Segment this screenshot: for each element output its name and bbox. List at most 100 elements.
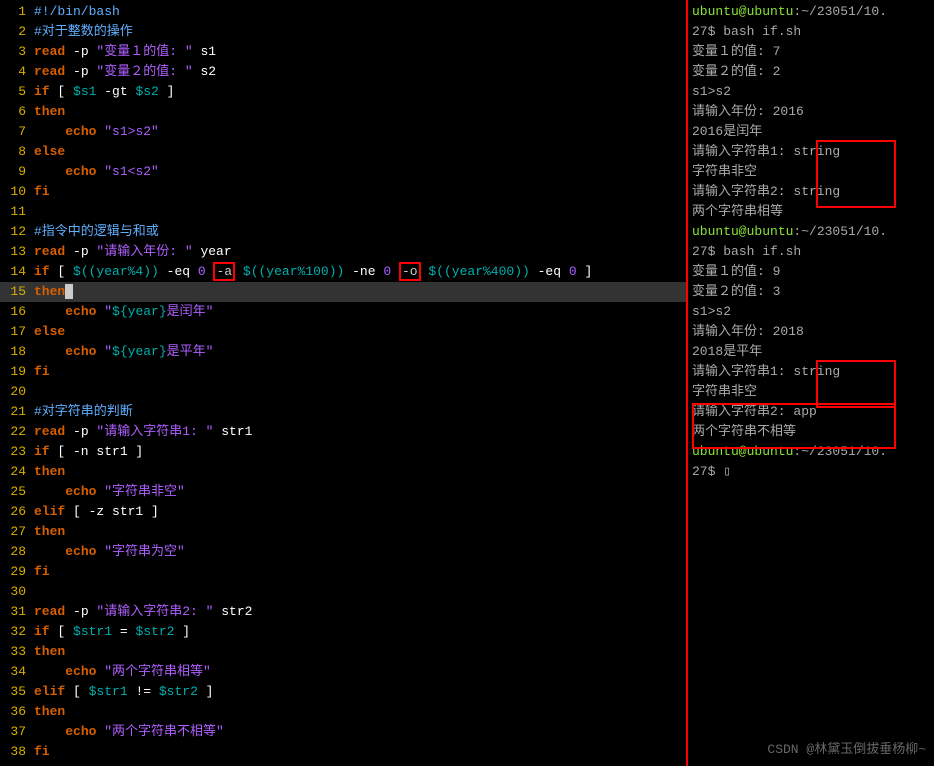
- code-line[interactable]: 20: [0, 382, 686, 402]
- terminal-line: ubuntu@ubuntu:~/23051/10.: [692, 442, 930, 462]
- code-content[interactable]: fi: [34, 362, 686, 382]
- code-line[interactable]: 28 echo "字符串为空": [0, 542, 686, 562]
- code-line[interactable]: 31read -p "请输入字符串2: " str2: [0, 602, 686, 622]
- code-line[interactable]: 36then: [0, 702, 686, 722]
- code-content[interactable]: [34, 202, 686, 222]
- line-number: 24: [0, 462, 34, 482]
- code-content[interactable]: echo "${year}是平年": [34, 342, 686, 362]
- code-content[interactable]: else: [34, 322, 686, 342]
- code-line[interactable]: 14if [ $((year%4)) -eq 0 -a $((year%100)…: [0, 262, 686, 282]
- code-content[interactable]: #!/bin/bash: [34, 2, 686, 22]
- code-line[interactable]: 25 echo "字符串非空": [0, 482, 686, 502]
- highlight-box: -o: [399, 262, 421, 281]
- code-line[interactable]: 37 echo "两个字符串不相等": [0, 722, 686, 742]
- code-line[interactable]: 21#对字符串的判断: [0, 402, 686, 422]
- code-content[interactable]: echo "s1>s2": [34, 122, 686, 142]
- code-line[interactable]: 34 echo "两个字符串相等": [0, 662, 686, 682]
- terminal-pane[interactable]: ubuntu@ubuntu:~/23051/10.27$ bash if.sh变…: [688, 0, 934, 766]
- code-content[interactable]: [34, 582, 686, 602]
- code-content[interactable]: read -p "变量１的值: " s1: [34, 42, 686, 62]
- line-number: 36: [0, 702, 34, 722]
- code-line[interactable]: 3read -p "变量１的值: " s1: [0, 42, 686, 62]
- code-line[interactable]: 29fi: [0, 562, 686, 582]
- code-content[interactable]: then: [34, 462, 686, 482]
- code-content[interactable]: fi: [34, 742, 686, 762]
- terminal-line: 请输入年份: 2018: [692, 322, 930, 342]
- code-content[interactable]: read -p "请输入字符串2: " str2: [34, 602, 686, 622]
- code-content[interactable]: read -p "请输入年份: " year: [34, 242, 686, 262]
- terminal-line: 两个字符串不相等: [692, 422, 930, 442]
- line-number: 2: [0, 22, 34, 42]
- code-line[interactable]: 18 echo "${year}是平年": [0, 342, 686, 362]
- code-content[interactable]: echo "s1<s2": [34, 162, 686, 182]
- code-line[interactable]: 33then: [0, 642, 686, 662]
- line-number: 12: [0, 222, 34, 242]
- code-content[interactable]: read -p "请输入字符串1: " str1: [34, 422, 686, 442]
- code-line[interactable]: 24then: [0, 462, 686, 482]
- line-number: 21: [0, 402, 34, 422]
- line-number: 23: [0, 442, 34, 462]
- line-number: 26: [0, 502, 34, 522]
- line-number: 37: [0, 722, 34, 742]
- code-line[interactable]: 5if [ $s1 -gt $s2 ]: [0, 82, 686, 102]
- code-content[interactable]: elif [ $str1 != $str2 ]: [34, 682, 686, 702]
- code-line[interactable]: 1#!/bin/bash: [0, 2, 686, 22]
- code-content[interactable]: then: [34, 102, 686, 122]
- code-line[interactable]: 9 echo "s1<s2": [0, 162, 686, 182]
- code-line[interactable]: 10fi: [0, 182, 686, 202]
- code-content[interactable]: then: [34, 282, 686, 302]
- code-content[interactable]: echo "两个字符串相等": [34, 662, 686, 682]
- code-line[interactable]: 27then: [0, 522, 686, 542]
- code-line[interactable]: 26elif [ -z str1 ]: [0, 502, 686, 522]
- terminal-line: 字符串非空: [692, 162, 930, 182]
- code-line[interactable]: 16 echo "${year}是闰年": [0, 302, 686, 322]
- code-content[interactable]: read -p "变量２的值: " s2: [34, 62, 686, 82]
- terminal-line: 请输入字符串2: string: [692, 182, 930, 202]
- line-number: 22: [0, 422, 34, 442]
- line-number: 34: [0, 662, 34, 682]
- line-number: 31: [0, 602, 34, 622]
- code-line[interactable]: 15then: [0, 282, 686, 302]
- code-content[interactable]: if [ $s1 -gt $s2 ]: [34, 82, 686, 102]
- code-content[interactable]: fi: [34, 562, 686, 582]
- code-line[interactable]: 6then: [0, 102, 686, 122]
- split-container: 1#!/bin/bash2#对于整数的操作3read -p "变量１的值: " …: [0, 0, 934, 766]
- code-line[interactable]: 19fi: [0, 362, 686, 382]
- code-line[interactable]: 23if [ -n str1 ]: [0, 442, 686, 462]
- line-number: 11: [0, 202, 34, 222]
- code-line[interactable]: 2#对于整数的操作: [0, 22, 686, 42]
- code-content[interactable]: #对于整数的操作: [34, 22, 686, 42]
- code-content[interactable]: elif [ -z str1 ]: [34, 502, 686, 522]
- code-line[interactable]: 22read -p "请输入字符串1: " str1: [0, 422, 686, 442]
- code-line[interactable]: 4read -p "变量２的值: " s2: [0, 62, 686, 82]
- code-line[interactable]: 38fi: [0, 742, 686, 762]
- code-content[interactable]: then: [34, 702, 686, 722]
- code-content[interactable]: then: [34, 522, 686, 542]
- line-number: 1: [0, 2, 34, 22]
- code-content[interactable]: else: [34, 142, 686, 162]
- code-content[interactable]: echo "字符串非空": [34, 482, 686, 502]
- code-line[interactable]: 32if [ $str1 = $str2 ]: [0, 622, 686, 642]
- code-content[interactable]: [34, 382, 686, 402]
- code-line[interactable]: 13read -p "请输入年份: " year: [0, 242, 686, 262]
- code-line[interactable]: 35elif [ $str1 != $str2 ]: [0, 682, 686, 702]
- code-content[interactable]: #指令中的逻辑与和或: [34, 222, 686, 242]
- code-content[interactable]: echo "字符串为空": [34, 542, 686, 562]
- code-line[interactable]: 17else: [0, 322, 686, 342]
- code-content[interactable]: if [ $((year%4)) -eq 0 -a $((year%100)) …: [34, 262, 686, 282]
- terminal-line: 请输入年份: 2016: [692, 102, 930, 122]
- code-line[interactable]: 12#指令中的逻辑与和或: [0, 222, 686, 242]
- code-content[interactable]: if [ -n str1 ]: [34, 442, 686, 462]
- code-line[interactable]: 11: [0, 202, 686, 222]
- code-line[interactable]: 30: [0, 582, 686, 602]
- code-content[interactable]: fi: [34, 182, 686, 202]
- code-content[interactable]: if [ $str1 = $str2 ]: [34, 622, 686, 642]
- code-line[interactable]: 8else: [0, 142, 686, 162]
- code-content[interactable]: echo "${year}是闰年": [34, 302, 686, 322]
- code-line[interactable]: 7 echo "s1>s2": [0, 122, 686, 142]
- code-editor-pane[interactable]: 1#!/bin/bash2#对于整数的操作3read -p "变量１的值: " …: [0, 0, 688, 766]
- code-content[interactable]: #对字符串的判断: [34, 402, 686, 422]
- code-content[interactable]: echo "两个字符串不相等": [34, 722, 686, 742]
- line-number: 6: [0, 102, 34, 122]
- code-content[interactable]: then: [34, 642, 686, 662]
